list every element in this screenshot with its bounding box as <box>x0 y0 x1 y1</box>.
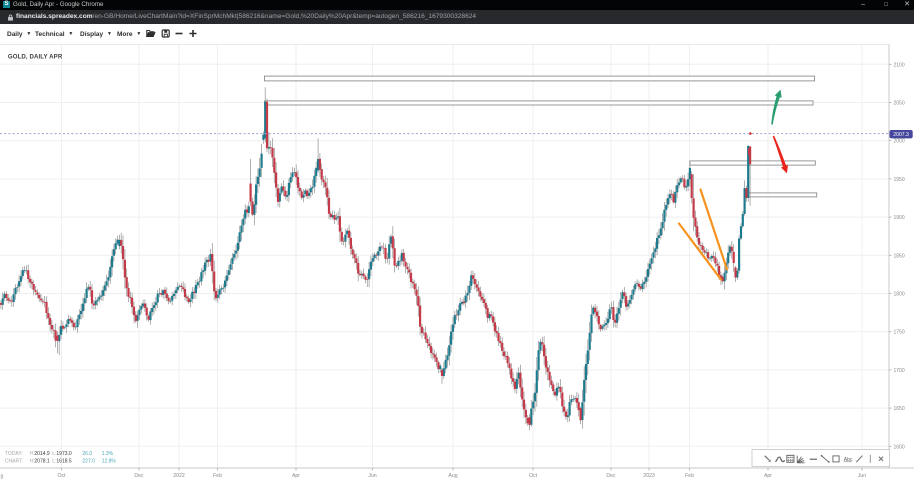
svg-text:2050: 2050 <box>894 101 905 107</box>
svg-text:1.3%: 1.3% <box>102 451 114 457</box>
svg-text:2007.3: 2007.3 <box>893 132 909 138</box>
svg-text:1618.5: 1618.5 <box>56 458 72 464</box>
svg-text:1600: 1600 <box>894 444 905 450</box>
svg-text:Feb: Feb <box>213 473 222 479</box>
svg-text:1800: 1800 <box>894 292 905 298</box>
svg-text:Abc: Abc <box>844 457 853 463</box>
svg-text:2000: 2000 <box>894 139 905 145</box>
svg-text:g: g <box>1 474 4 480</box>
svg-text:1850: 1850 <box>894 253 905 259</box>
svg-text:Apr: Apr <box>292 473 300 479</box>
svg-text:Feb: Feb <box>685 473 694 479</box>
svg-text:26.0: 26.0 <box>82 451 92 457</box>
svg-text:2014.9: 2014.9 <box>34 451 50 457</box>
svg-text:1650: 1650 <box>894 406 905 412</box>
svg-text:Dec: Dec <box>606 473 616 479</box>
svg-text:CHART:: CHART: <box>5 458 23 464</box>
svg-text:1700: 1700 <box>894 368 905 374</box>
svg-text:H:: H: <box>30 458 35 464</box>
svg-text:GOLD, DAILY APR: GOLD, DAILY APR <box>8 53 63 60</box>
svg-text:12.8%: 12.8% <box>102 458 117 464</box>
svg-text:1973.0: 1973.0 <box>56 451 72 457</box>
svg-text:227.0: 227.0 <box>82 458 95 464</box>
svg-text:Oct: Oct <box>529 473 538 479</box>
svg-text:1750: 1750 <box>894 330 905 336</box>
svg-text:Oct: Oct <box>57 473 66 479</box>
svg-text:L:: L: <box>52 451 56 457</box>
svg-text:Apr: Apr <box>764 473 772 479</box>
svg-text:2100: 2100 <box>894 62 905 68</box>
svg-text:1900: 1900 <box>894 215 905 221</box>
svg-text:L:: L: <box>52 458 56 464</box>
svg-text:Dec: Dec <box>134 473 144 479</box>
svg-text:H:: H: <box>30 451 35 457</box>
svg-text:2023: 2023 <box>643 473 655 479</box>
svg-text:Aug: Aug <box>448 473 457 479</box>
svg-text:2022: 2022 <box>173 473 185 479</box>
svg-text:1950: 1950 <box>894 177 905 183</box>
svg-text:TODAY:: TODAY: <box>5 451 23 457</box>
svg-text:Jun: Jun <box>368 473 376 479</box>
svg-text:2078.1: 2078.1 <box>34 458 50 464</box>
svg-text:Jun: Jun <box>858 473 866 479</box>
